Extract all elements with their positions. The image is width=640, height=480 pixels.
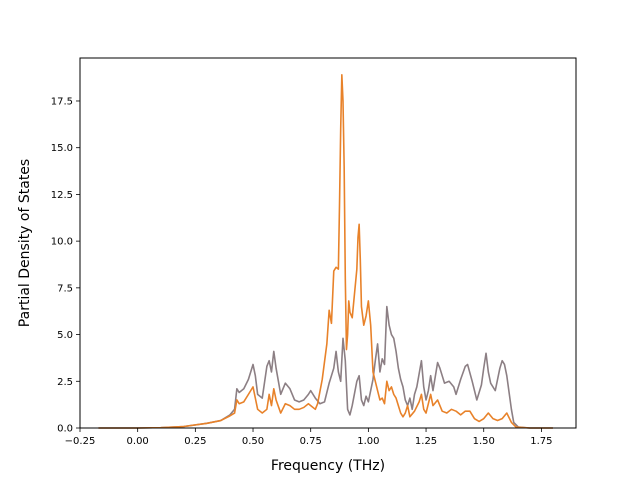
y-tick-label: 0.0: [57, 424, 73, 435]
x-tick-label: 0.00: [127, 436, 149, 447]
x-tick-label: 0.50: [242, 436, 264, 447]
series-line-1: [98, 305, 553, 429]
y-tick-label: 10.0: [51, 237, 73, 248]
x-axis-ticks: −0.25 0.00 0.25 0.50 0.75 1.00 1.25 1.50 1.75: [65, 428, 553, 447]
y-axis-ticks: 0.0 2.5 5.0 7.5 10.0 12.5 15.0 17.5: [51, 96, 80, 435]
y-tick-label: 12.5: [51, 190, 73, 201]
x-tick-label: 1.00: [357, 436, 379, 447]
y-tick-label: 5.0: [57, 330, 73, 341]
x-tick-label: −0.25: [65, 436, 96, 447]
y-axis-title: Partial Density of States: [17, 159, 33, 327]
plot-frame: [79, 57, 577, 429]
series-layer: [98, 74, 553, 429]
y-tick-label: 17.5: [51, 96, 73, 107]
y-tick-label: 7.5: [57, 283, 73, 294]
x-tick-label: 1.25: [415, 436, 437, 447]
x-tick-label: 1.50: [473, 436, 495, 447]
x-axis-title: Frequency (THz): [271, 458, 385, 474]
x-tick-label: 1.75: [530, 436, 552, 447]
x-tick-label: 0.75: [300, 436, 322, 447]
plot-area: [80, 58, 576, 428]
series-line-2: [98, 74, 553, 429]
y-tick-label: 15.0: [51, 143, 73, 154]
y-tick-label: 2.5: [57, 377, 73, 388]
x-tick-label: 0.25: [184, 436, 206, 447]
